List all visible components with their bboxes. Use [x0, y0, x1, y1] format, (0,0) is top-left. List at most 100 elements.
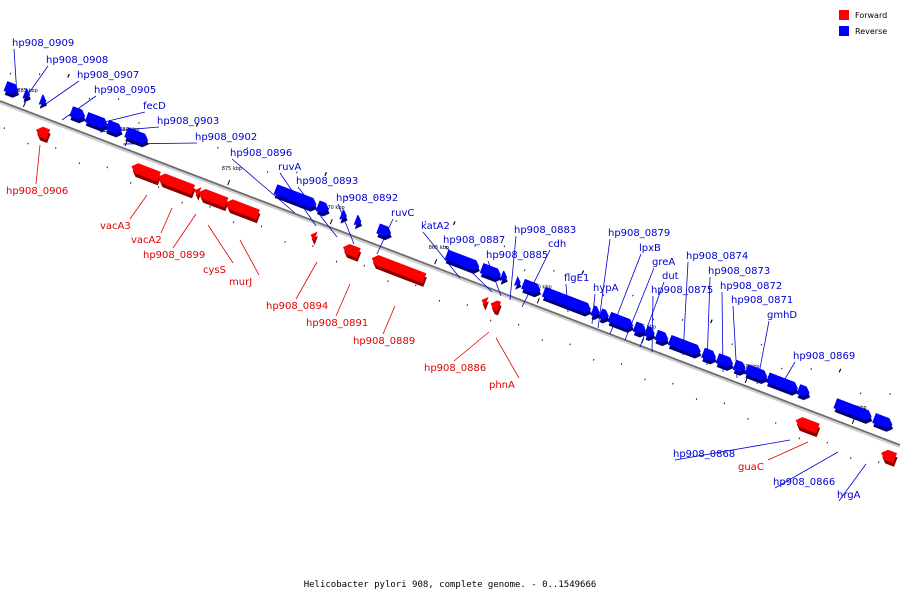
gene-hp908-0891-arrow[interactable]	[342, 244, 361, 259]
label-hp908-0906[interactable]: hp908_0906	[6, 186, 68, 197]
label-cdh[interactable]: cdh	[548, 239, 566, 250]
gene-hp908-0889-arrow[interactable]	[371, 255, 427, 284]
label-vaca3[interactable]: vacA3	[100, 221, 131, 232]
gene-grea-arrow[interactable]	[632, 321, 646, 334]
label-hp908-0883[interactable]: hp908_0883	[514, 225, 576, 236]
gene-hp908-0868[interactable]	[796, 384, 811, 401]
label-flge1[interactable]: flgE1	[564, 273, 589, 284]
gene-hp908-0896-arrow[interactable]	[273, 184, 317, 208]
label-hp908-0905[interactable]: hp908_0905	[94, 85, 156, 96]
gene-murj[interactable]	[225, 199, 261, 224]
gene-cdh-arrow[interactable]	[521, 278, 541, 294]
label-hp908-0875[interactable]: hp908_0875	[651, 285, 713, 296]
gene-hp908-0868-arrow[interactable]	[796, 384, 810, 397]
gene-hp908-0883-arrow[interactable]	[513, 275, 521, 287]
gene-hp908-0889[interactable]	[371, 255, 427, 287]
gene-hp908-0872-arrow[interactable]	[715, 353, 734, 368]
label-hp908-0894[interactable]: hp908_0894	[266, 301, 328, 312]
gene-ruva[interactable]	[315, 200, 330, 217]
gene-phna[interactable]	[490, 300, 502, 316]
gene-vaca2[interactable]	[158, 173, 196, 199]
gene-lpxb-arrow[interactable]	[607, 311, 634, 329]
gene-dut[interactable]	[644, 325, 656, 341]
gene-hp908-0908[interactable]	[22, 88, 31, 103]
gene-ruvc-arrow[interactable]	[376, 223, 392, 237]
label-lpxb[interactable]: lpxB	[639, 243, 661, 254]
label-grea[interactable]: greA	[652, 257, 675, 268]
gene-hp908-0909[interactable]	[3, 81, 20, 98]
label-hp908-0892[interactable]: hp908_0892	[336, 193, 398, 204]
gene-hp908-0875[interactable]	[654, 329, 669, 347]
label-hp908-0887[interactable]: hp908_0887	[443, 235, 505, 246]
gene-gmhd-arrow[interactable]	[744, 364, 768, 381]
gene-lpxb[interactable]	[607, 311, 634, 333]
gene-kata2[interactable]	[444, 249, 480, 274]
gene-vaca2-arrow[interactable]	[158, 173, 196, 195]
label-cyss[interactable]: cysS	[203, 265, 226, 276]
label-hp908-0885[interactable]: hp908_0885	[486, 250, 548, 261]
label-hp908-0879[interactable]: hp908_0879	[608, 228, 670, 239]
label-hp908-0889[interactable]: hp908_0889	[353, 336, 415, 347]
label-hp908-0874[interactable]: hp908_0874	[686, 251, 748, 262]
gene-cyss[interactable]	[198, 189, 229, 212]
gene-hp908-0905-arrow[interactable]	[69, 106, 86, 120]
gene-hp908-0886[interactable]	[481, 296, 490, 311]
gene-hp908-0892[interactable]	[353, 214, 363, 229]
gene-hp908-0887[interactable]	[479, 263, 502, 283]
label-hp908-0893[interactable]: hp908_0893	[296, 176, 358, 187]
label-hp908-0871[interactable]: hp908_0871	[731, 295, 793, 306]
label-hp908-0908[interactable]: hp908_0908	[46, 55, 108, 66]
label-hp908-0866[interactable]: hp908_0866	[773, 477, 835, 488]
gene-hp908-0874-arrow[interactable]	[667, 334, 701, 355]
gene-hp908-0894-arrow[interactable]	[310, 231, 319, 242]
gene-hp908-0902-arrow[interactable]	[124, 127, 149, 144]
label-vaca2[interactable]: vacA2	[131, 235, 162, 246]
gene-hp908-0883[interactable]	[513, 275, 522, 290]
gene-hp908-0873-arrow[interactable]	[701, 347, 717, 361]
gene-ruvc[interactable]	[376, 223, 392, 241]
gene-hp908-0866-arrow[interactable]	[833, 398, 872, 421]
label-fecd[interactable]: fecD	[143, 101, 166, 112]
gene-unlabeled[interactable]	[881, 449, 898, 467]
label-ruvc[interactable]: ruvC	[391, 208, 414, 219]
label-dut[interactable]: dut	[662, 271, 679, 282]
gene-hp908-0891[interactable]	[342, 244, 362, 262]
label-hp908-0873[interactable]: hp908_0873	[708, 266, 770, 277]
label-kata2[interactable]: katA2	[421, 221, 450, 232]
gene-hp908-0892-arrow[interactable]	[353, 214, 362, 226]
gene-hp908-0885-arrow[interactable]	[499, 270, 508, 281]
gene-hp908-0886-arrow[interactable]	[481, 296, 490, 308]
gene-hp908-0871-arrow[interactable]	[732, 359, 746, 372]
gene-hp908-0887-arrow[interactable]	[479, 263, 502, 279]
label-hp908-0907[interactable]: hp908_0907	[77, 70, 139, 81]
gene-hp908-0908-arrow[interactable]	[22, 88, 31, 99]
label-hp908-0868[interactable]: hp908_0868	[673, 449, 735, 460]
label-hp908-0909[interactable]: hp908_0909	[12, 38, 74, 49]
gene-hp908-0903[interactable]	[105, 119, 123, 138]
gene-murj-arrow[interactable]	[225, 199, 260, 220]
label-gmhd[interactable]: gmhD	[767, 310, 797, 321]
gene-hp908-0873[interactable]	[701, 347, 717, 365]
label-hp908-0902[interactable]: hp908_0902	[195, 132, 257, 143]
gene-hp908-0869[interactable]	[765, 372, 799, 396]
gene-hp908-0909-arrow[interactable]	[3, 81, 19, 95]
label-murj[interactable]: murJ	[229, 277, 252, 288]
gene-hrga[interactable]	[872, 413, 894, 432]
gene-hp908-0874[interactable]	[667, 334, 702, 359]
gene-fecd[interactable]	[84, 112, 109, 132]
gene-hp908-0903-arrow[interactable]	[105, 119, 123, 134]
gene-flge1[interactable]	[541, 286, 592, 317]
gene-hp908-0893-arrow[interactable]	[339, 209, 348, 220]
label-ruva[interactable]: ruvA	[278, 162, 301, 173]
gene-gmhd[interactable]	[744, 364, 768, 384]
gene-unlabeled-arrow[interactable]	[881, 449, 898, 464]
label-hypa[interactable]: hypA	[593, 283, 619, 294]
gene-ruva-arrow[interactable]	[315, 200, 330, 213]
gene-hypa[interactable]	[590, 305, 601, 320]
label-hrga[interactable]: hrgA	[837, 490, 861, 501]
gene-grea[interactable]	[632, 321, 647, 338]
label-hp908-0872[interactable]: hp908_0872	[720, 281, 782, 292]
gene-hp908-0907[interactable]	[38, 94, 48, 109]
label-hp908-0903[interactable]: hp908_0903	[157, 116, 219, 127]
label-phna[interactable]: phnA	[489, 380, 515, 391]
